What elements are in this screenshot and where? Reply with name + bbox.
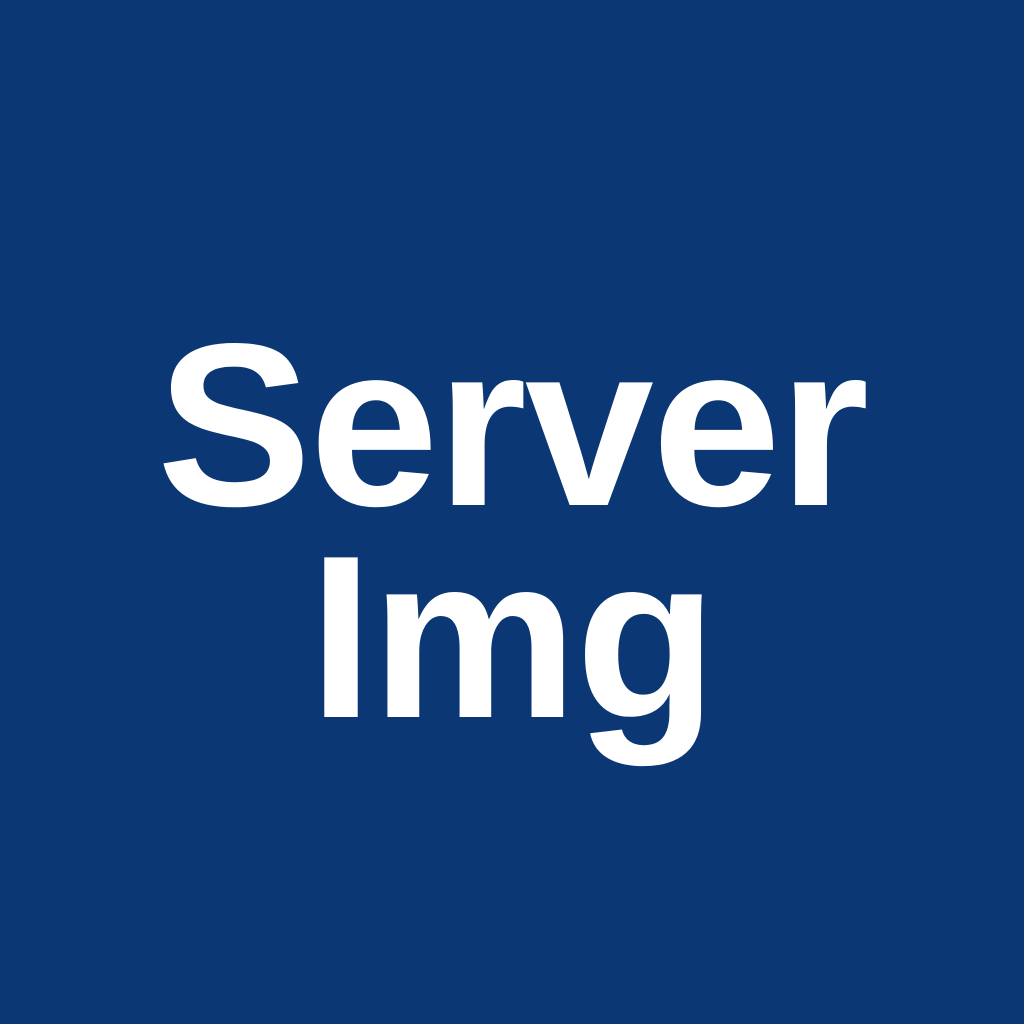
image-label-line-2: Img [308,508,717,767]
image-label-line-1: Server [156,296,869,555]
